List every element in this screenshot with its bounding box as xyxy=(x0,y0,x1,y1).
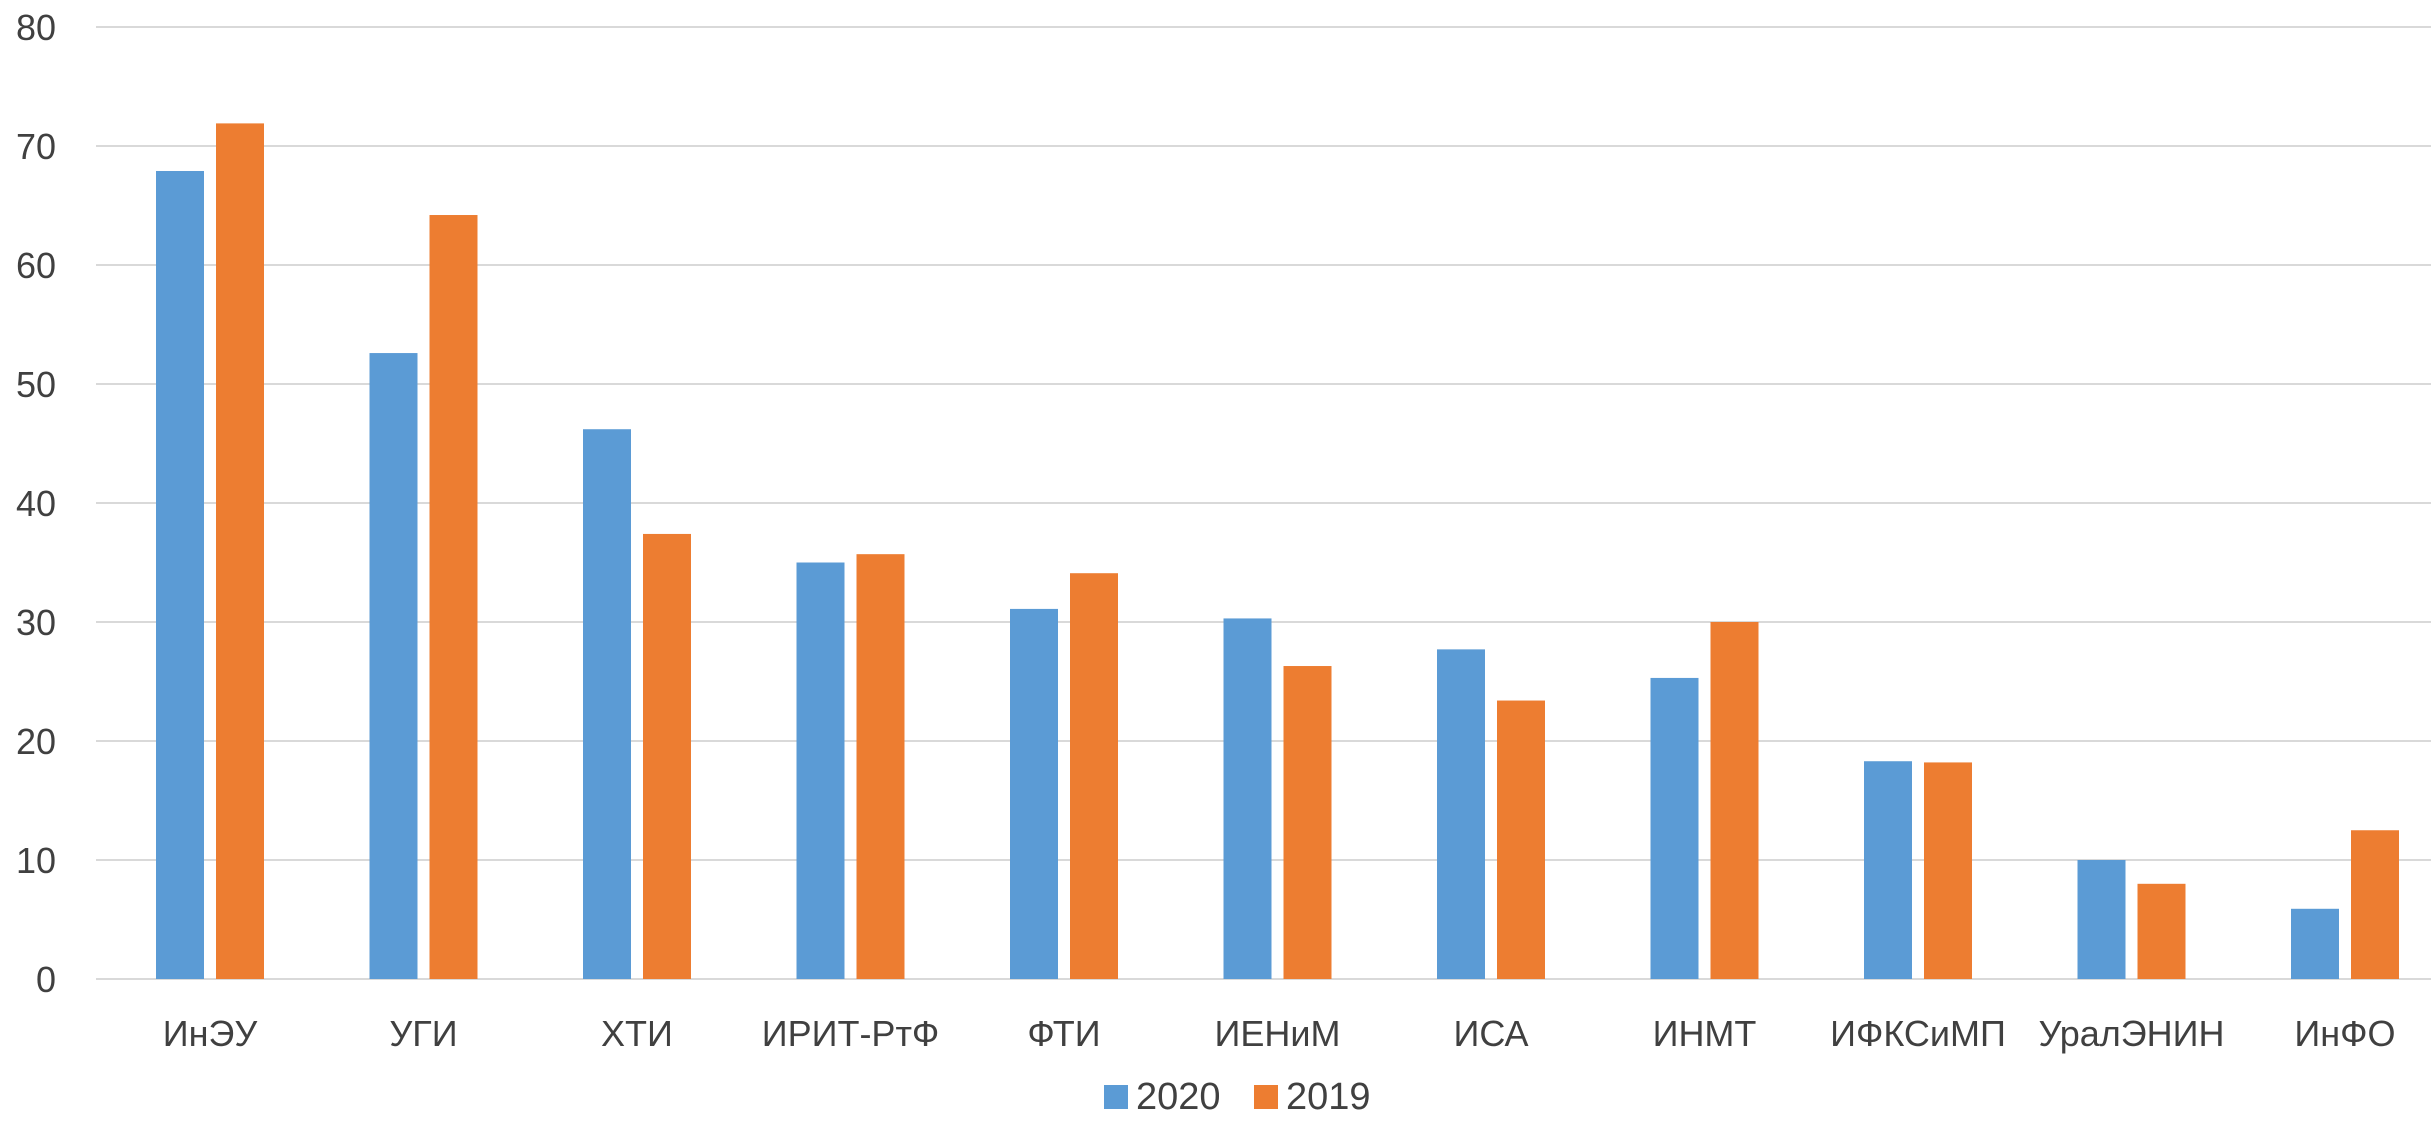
x-axis-category-labels: ИнЭУ УГИ ХТИ ИРИТ-РтФ ФТИ ИЕНиМ ИСА ИНМТ ИФКСиМП… xyxy=(163,1013,2396,1054)
bar-2019-1 xyxy=(429,215,478,979)
bar-2019-4 xyxy=(1070,573,1118,979)
y-tick-label: 10 xyxy=(16,840,56,881)
y-tick-label: 80 xyxy=(16,7,56,48)
bar-2019-5 xyxy=(1283,666,1332,979)
x-category-label: ИнФО xyxy=(2294,1013,2395,1054)
bar-2020-5 xyxy=(1223,618,1272,979)
legend: 2020 2019 xyxy=(1104,1076,1371,1118)
x-category-label: УралЭНИН xyxy=(2038,1013,2224,1054)
bar-2019-6 xyxy=(1497,700,1545,979)
bar-2019-0 xyxy=(216,123,264,979)
bar-2019-2 xyxy=(643,533,691,979)
y-tick-label: 70 xyxy=(16,126,56,167)
y-axis-tick-labels: 0 10 20 30 40 50 60 70 80 xyxy=(16,7,56,1000)
bar-2019-8 xyxy=(1924,762,1972,979)
y-tick-label: 20 xyxy=(16,721,56,762)
y-tick-label: 0 xyxy=(36,959,56,1000)
bar-2020-0 xyxy=(156,170,204,980)
y-tick-label: 40 xyxy=(16,483,56,524)
bar-2020-6 xyxy=(1437,649,1485,979)
bar-2019-9 xyxy=(2137,883,2186,979)
bar-2019-3 xyxy=(856,554,905,979)
bars xyxy=(156,123,2399,980)
gridlines xyxy=(96,26,2431,980)
x-category-label: ИСА xyxy=(1453,1013,1528,1054)
legend-swatch-2020 xyxy=(1104,1085,1128,1109)
bar-2020-10 xyxy=(2291,908,2339,979)
x-category-label: ИНМТ xyxy=(1653,1013,1757,1054)
bar-2020-9 xyxy=(2077,860,2126,979)
x-category-label: ИФКСиМП xyxy=(1830,1013,2006,1054)
x-category-label: ИнЭУ xyxy=(163,1013,259,1054)
x-category-label: ИРИТ-РтФ xyxy=(762,1013,940,1054)
bar-2019-10 xyxy=(2351,830,2399,979)
x-category-label: УГИ xyxy=(389,1013,457,1054)
y-tick-label: 30 xyxy=(16,602,56,643)
y-tick-label: 60 xyxy=(16,245,56,286)
bar-2020-1 xyxy=(369,353,418,979)
bar-2020-8 xyxy=(1864,761,1912,979)
bar-2020-7 xyxy=(1650,677,1699,979)
legend-label: 2020 xyxy=(1136,1076,1221,1118)
y-tick-label: 50 xyxy=(16,364,56,405)
x-category-label: ИЕНиМ xyxy=(1215,1013,1341,1054)
bar-2020-4 xyxy=(1010,608,1058,979)
legend-label: 2019 xyxy=(1286,1076,1371,1118)
x-category-label: ФТИ xyxy=(1027,1013,1100,1054)
legend-swatch-2019 xyxy=(1254,1085,1278,1109)
x-category-label: ХТИ xyxy=(601,1013,673,1054)
bar-2019-7 xyxy=(1710,622,1759,979)
bar-2020-3 xyxy=(796,562,845,979)
bar-2020-2 xyxy=(583,429,631,980)
